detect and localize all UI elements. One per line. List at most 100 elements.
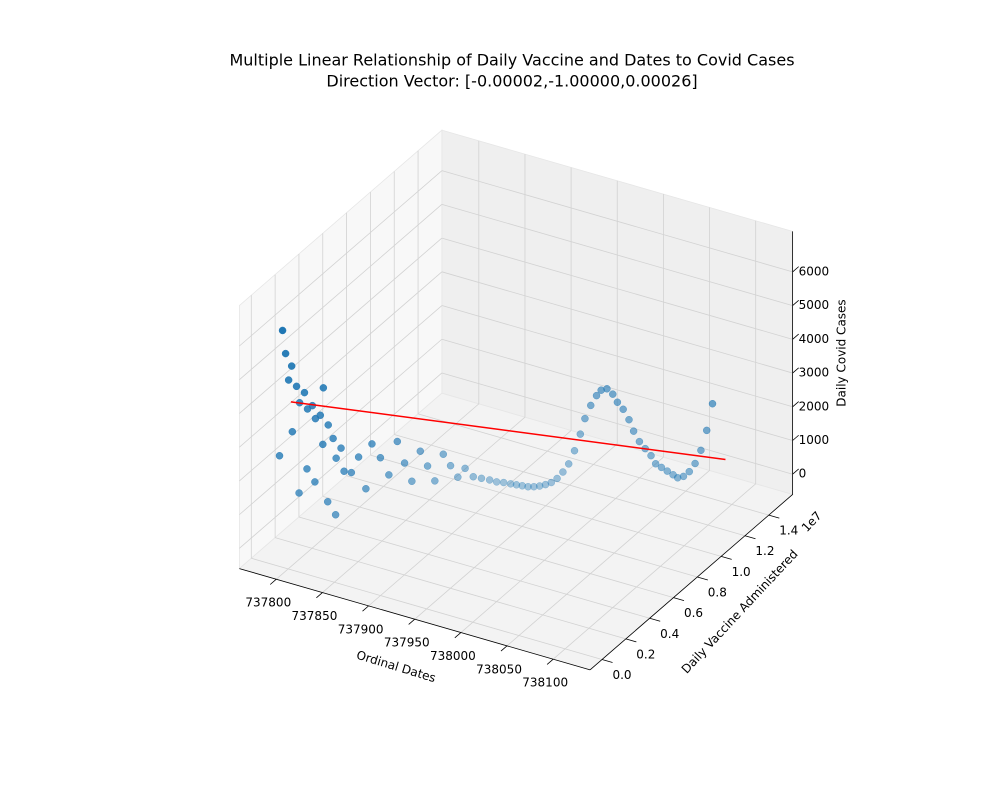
- scatter-point: [446, 461, 455, 470]
- scatter-point: [354, 453, 363, 461]
- scatter-point: [603, 385, 611, 393]
- x-tick-label: 737850: [292, 609, 338, 623]
- scatter-point: [625, 415, 633, 424]
- grid-line: [239, 305, 443, 482]
- chart-subtitle: Direction Vector: [-0.00002,-1.00000,0.0…: [326, 72, 697, 91]
- y-tick-label: 0.6: [684, 606, 703, 620]
- scatter-point: [592, 391, 601, 400]
- y-tick-label: 1.0: [732, 565, 751, 579]
- tick-mark: [546, 658, 554, 665]
- scatter-point: [362, 485, 370, 493]
- scatter-point: [439, 450, 448, 458]
- y-axis-line: [589, 494, 793, 671]
- scatter-point: [524, 482, 532, 491]
- grid-line: [239, 338, 443, 515]
- grid-line: [394, 434, 746, 537]
- grid-line: [368, 430, 572, 607]
- scatter-point: [619, 405, 627, 414]
- grid-line: [276, 403, 480, 580]
- scatter-point: [324, 421, 332, 429]
- tick-mark: [673, 597, 685, 602]
- scatter-point: [581, 414, 589, 423]
- scatter-point: [368, 440, 376, 448]
- grid-line: [370, 454, 722, 557]
- scatter-point: [559, 468, 567, 476]
- scatter-point: [586, 401, 595, 410]
- x-tick-label: 737900: [338, 622, 384, 636]
- tick-mark: [316, 592, 323, 599]
- scatter-point: [323, 497, 332, 506]
- x-tick-label: 738000: [430, 649, 476, 663]
- grid-line: [506, 470, 710, 647]
- tick-mark: [768, 514, 780, 519]
- grid-line: [251, 557, 603, 660]
- scatter-point: [300, 388, 309, 397]
- scatter-point: [647, 451, 655, 460]
- grid-line: [441, 237, 793, 340]
- tick-mark: [792, 367, 799, 374]
- grid-line: [441, 271, 793, 374]
- scatter-point: [319, 384, 328, 392]
- tick-mark: [649, 617, 661, 622]
- tick-mark: [792, 468, 799, 475]
- scatter-point: [499, 478, 508, 487]
- scatter-point: [284, 376, 293, 384]
- x-tick-label: 738100: [522, 676, 568, 690]
- scatter-point: [431, 477, 439, 485]
- scatter-point: [663, 467, 672, 475]
- scatter-point: [376, 453, 385, 462]
- chart-title: Multiple Linear Relationship of Daily Va…: [229, 51, 794, 70]
- grid-line: [441, 170, 793, 273]
- grid-line: [414, 443, 618, 620]
- x-tick-label: 737800: [245, 596, 291, 610]
- tick-mark: [697, 576, 708, 581]
- z-tick-label: 2000: [799, 399, 830, 413]
- scatter-point: [287, 362, 296, 370]
- grid-line: [239, 204, 443, 381]
- scatter-point: [454, 473, 462, 481]
- tick-mark: [792, 300, 799, 306]
- fit-line: [290, 401, 726, 461]
- scatter-point: [423, 462, 432, 470]
- y-tick-label: 0.0: [612, 668, 631, 682]
- scatter-point: [541, 480, 550, 489]
- scatter-point: [492, 478, 501, 486]
- scatter-point: [613, 398, 622, 406]
- scatter-point: [331, 511, 340, 519]
- y-tick-label: 1.2: [755, 544, 774, 558]
- x-axis-line: [239, 568, 591, 671]
- tick-mark: [408, 618, 416, 625]
- scatter-point: [319, 440, 327, 449]
- grid-line: [346, 475, 698, 578]
- scatter-point: [518, 482, 527, 490]
- scatter-point: [535, 482, 544, 490]
- scatter-point: [657, 463, 666, 472]
- scatter-point: [477, 474, 486, 483]
- tick-mark: [362, 605, 369, 612]
- scatter-point: [564, 460, 573, 468]
- z-axis-label: Daily Covid Cases: [835, 299, 849, 406]
- grid-line: [239, 237, 443, 414]
- grid-line: [441, 203, 793, 306]
- scatter-point: [295, 489, 303, 497]
- grid-line: [275, 537, 626, 640]
- tick-mark: [500, 645, 508, 652]
- tick-mark: [601, 659, 613, 663]
- tick-mark: [454, 632, 462, 639]
- z-tick-label: 0: [799, 467, 807, 481]
- tick-mark: [744, 535, 756, 540]
- scatter-point: [288, 427, 297, 436]
- grid-line: [460, 456, 664, 633]
- scatter-point: [332, 454, 340, 462]
- grid-line: [441, 338, 793, 441]
- y-tick-label: 1.4: [779, 524, 798, 538]
- grid-line: [441, 372, 793, 475]
- z-tick-label: 5000: [799, 298, 830, 312]
- scatter-point: [281, 349, 290, 358]
- scatter-point: [385, 471, 393, 479]
- scatter-point: [530, 482, 538, 491]
- scatter-point: [651, 459, 660, 468]
- scatter-point: [329, 434, 337, 443]
- z-tick-label: 1000: [799, 433, 830, 447]
